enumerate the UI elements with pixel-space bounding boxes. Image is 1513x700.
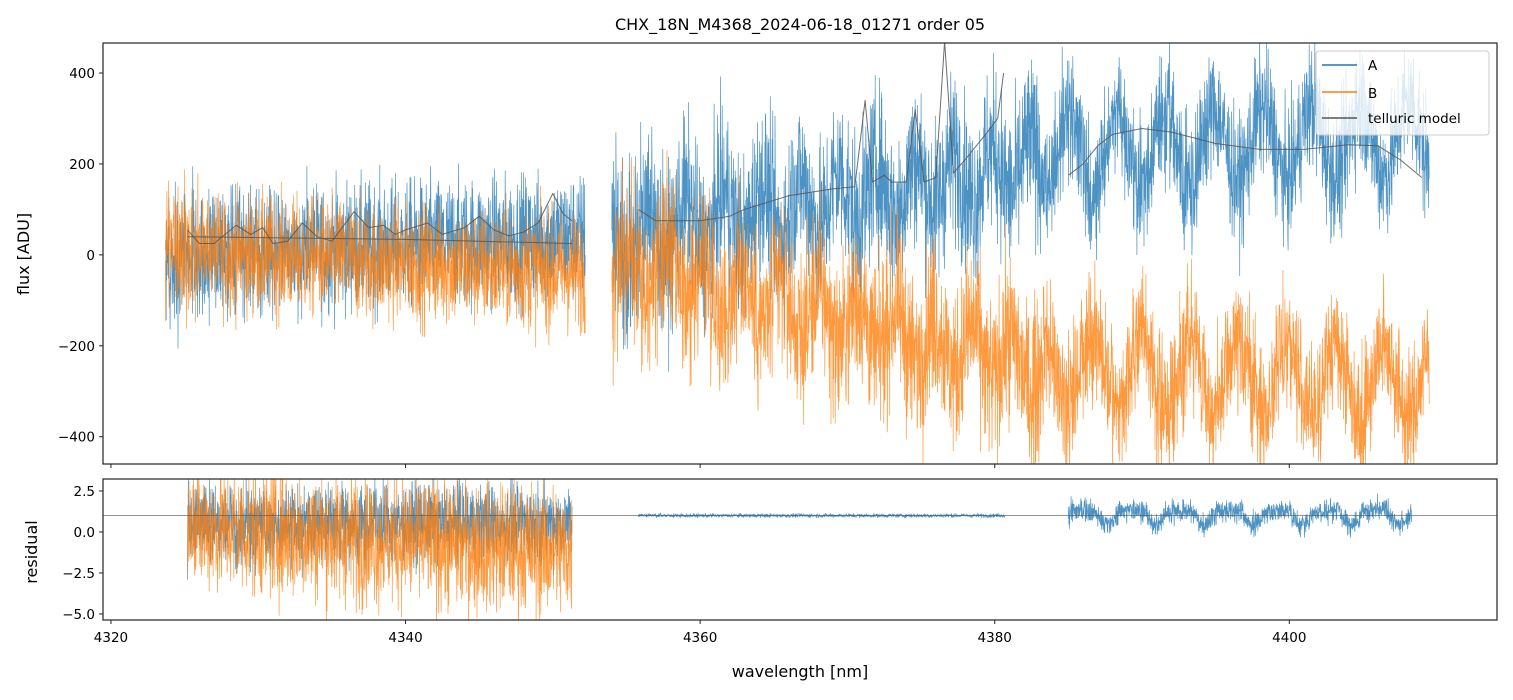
xtick-label-4: 4400 <box>1272 630 1306 646</box>
res-series-b-segment-0 <box>187 479 573 620</box>
flux-ylabel: flux [ADU] <box>14 213 33 295</box>
residual-axes-frame <box>102 478 1498 621</box>
xtick-label-2: 4360 <box>683 630 717 646</box>
xlabel: wavelength [nm] <box>732 662 869 681</box>
chart-title: CHX_18N_M4368_2024-06-18_01271 order 05 <box>615 15 985 35</box>
res-series-a-segment-2 <box>1068 493 1412 538</box>
flux-axis-ticks: 400 200 0 −200 −400 <box>58 66 1290 468</box>
telluric-model-segment-2 <box>638 43 1005 222</box>
res-series-a-segment-1 <box>637 511 1006 519</box>
flux-axes-frame <box>102 42 1498 465</box>
flux-ytick-label-2: 0 <box>86 248 95 264</box>
xtick-label-0: 4320 <box>94 630 128 646</box>
telluric-model-segment-3 <box>1068 128 1423 178</box>
residual-ytick-label-0: 2.5 <box>74 484 95 500</box>
legend-box <box>1315 50 1490 136</box>
xtick-label-3: 4380 <box>978 630 1012 646</box>
flux-series-b-segment-2 <box>1042 258 1430 464</box>
legend-label-a: A <box>1368 58 1378 74</box>
xtick-label-1: 4340 <box>388 630 422 646</box>
telluric-model-segment-1 <box>187 193 573 244</box>
flux-series-b-segment-0 <box>165 169 586 348</box>
residual-axis-ticks: 4320 4340 4360 4380 4400 2.5 0.0 −2.5 −5.0 <box>62 484 1306 646</box>
flux-series-a-segment-2 <box>1042 43 1430 277</box>
legend-label-telluric: telluric model <box>1368 111 1461 127</box>
residual-ytick-label-3: −5.0 <box>62 607 95 623</box>
residual-ytick-label-1: 0.0 <box>74 525 95 541</box>
legend-label-b: B <box>1368 86 1377 102</box>
flux-ytick-label-3: −200 <box>58 339 95 355</box>
legend: A B telluric model <box>1315 50 1490 136</box>
flux-series-a-segment-1 <box>611 52 1044 372</box>
flux-ytick-label-0: 400 <box>69 66 95 82</box>
flux-plot-area <box>165 43 1430 464</box>
residual-plot-area <box>103 479 1497 620</box>
telluric-model-segment-0 <box>187 236 573 244</box>
residual-ytick-label-2: −2.5 <box>62 566 95 582</box>
flux-ytick-label-4: −400 <box>58 430 95 446</box>
flux-ytick-label-1: 200 <box>69 157 95 173</box>
residual-ylabel: residual <box>22 520 41 583</box>
flux-series-b-segment-1 <box>611 150 1044 464</box>
